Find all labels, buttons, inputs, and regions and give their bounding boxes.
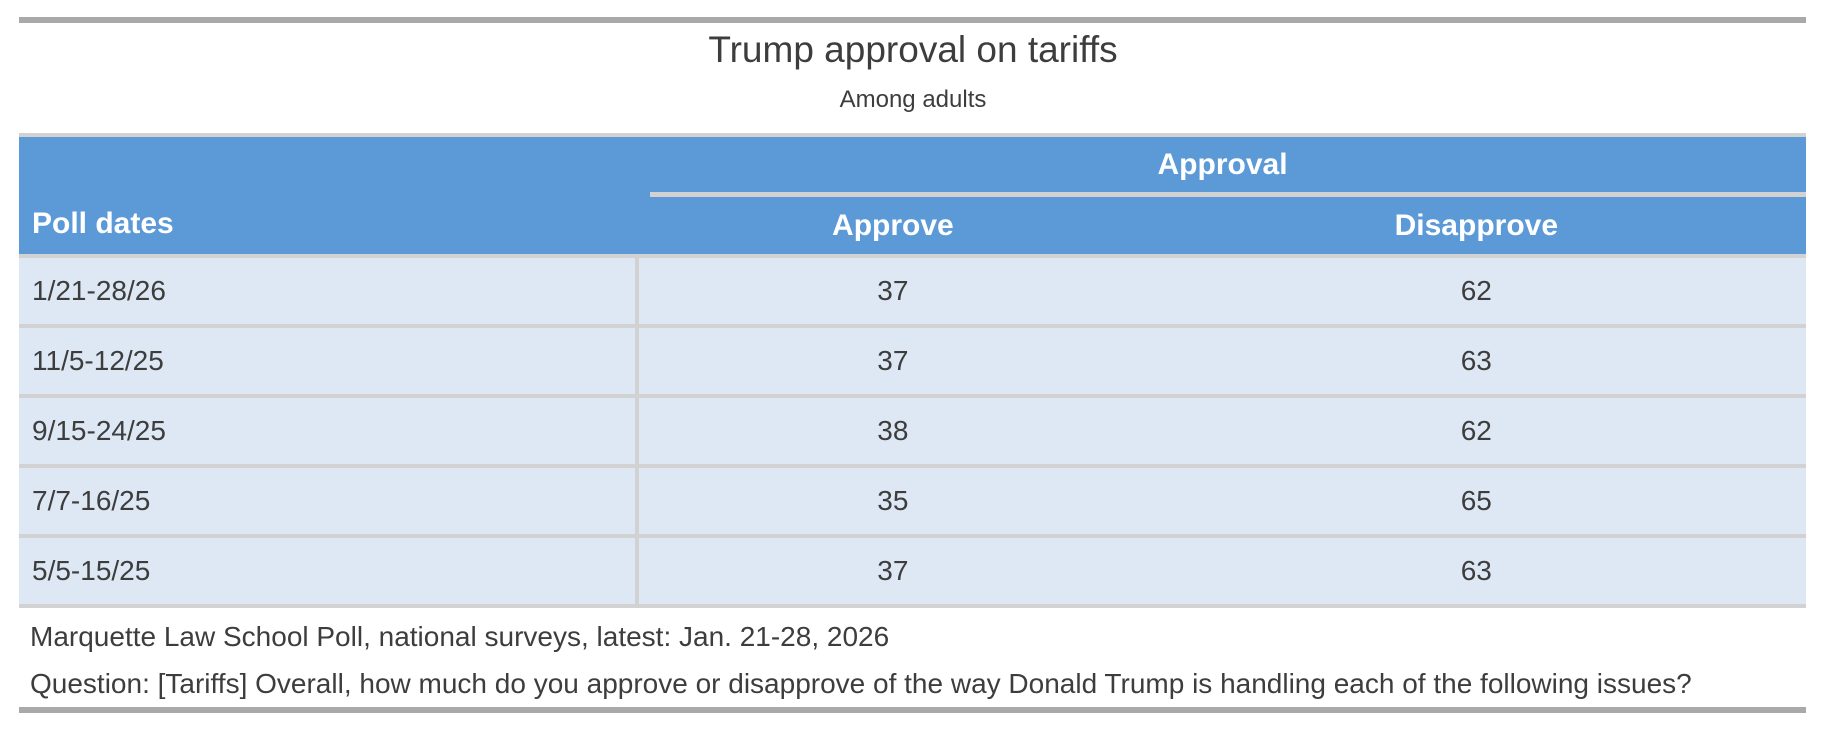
- top-divider-bar: [19, 17, 1806, 23]
- table-body: 1/21-28/26 37 62 11/5-12/25 37 63 9/15-2…: [19, 254, 1806, 608]
- table-row: 7/7-16/25 35 65: [19, 464, 1806, 534]
- cell-poll-dates: 11/5-12/25: [19, 328, 640, 394]
- col-header-disapprove: Disapprove: [1394, 208, 1559, 242]
- table-row: 1/21-28/26 37 62: [19, 254, 1806, 324]
- sub-header-row: Approve Disapprove: [639, 197, 1806, 254]
- cell-poll-dates: 1/21-28/26: [19, 258, 640, 324]
- table-row: 9/15-24/25 38 62: [19, 394, 1806, 464]
- group-header-approval: Approval: [1157, 147, 1288, 181]
- question-note: Question: [Tariffs] Overall, how much do…: [30, 668, 1692, 699]
- cell-poll-dates: 7/7-16/25: [19, 468, 640, 534]
- cell-approve: 37: [877, 275, 909, 306]
- col-header-approve: Approve: [832, 208, 954, 242]
- cell-disapprove: 63: [1460, 555, 1492, 586]
- bottom-divider-bar: [19, 707, 1806, 713]
- table-row: 11/5-12/25 37 63: [19, 324, 1806, 394]
- col-header-poll-dates: Poll dates: [32, 207, 174, 240]
- cell-disapprove: 63: [1460, 345, 1492, 376]
- cell-approve: 38: [877, 415, 909, 446]
- cell-disapprove: 65: [1460, 485, 1492, 516]
- group-header-underline: [650, 192, 1806, 197]
- page-title: Trump approval on tariffs: [708, 29, 1118, 70]
- cell-disapprove: 62: [1460, 415, 1492, 446]
- cell-poll-dates: 5/5-15/25: [19, 538, 640, 604]
- poll-results-table: Poll dates Approval Approve Disapprove 1…: [19, 133, 1806, 608]
- page-subtitle: Among adults: [839, 86, 987, 113]
- table-header: Poll dates Approval Approve Disapprove: [19, 137, 1806, 254]
- cell-poll-dates: 9/15-24/25: [19, 398, 640, 464]
- approval-header-group: Approval Approve Disapprove: [639, 137, 1806, 254]
- cell-disapprove: 62: [1460, 275, 1492, 306]
- cell-approve: 37: [877, 345, 909, 376]
- source-note: Marquette Law School Poll, national surv…: [30, 621, 890, 652]
- table-row: 5/5-15/25 37 63: [19, 534, 1806, 608]
- cell-approve: 37: [877, 555, 909, 586]
- cell-approve: 35: [877, 485, 909, 516]
